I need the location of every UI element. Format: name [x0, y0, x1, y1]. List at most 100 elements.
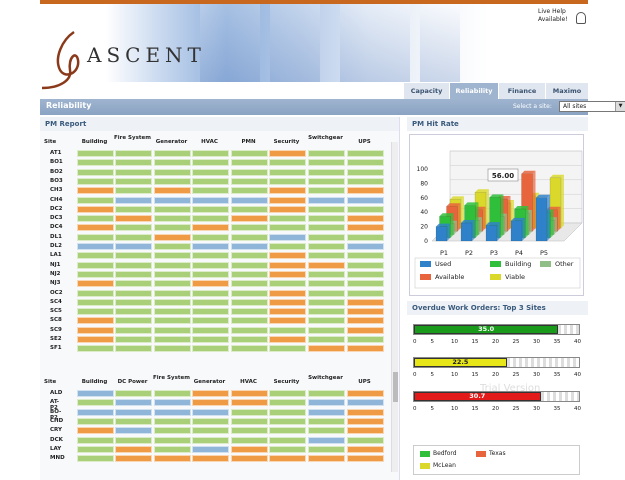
status-cell[interactable] — [347, 317, 384, 325]
status-cell[interactable] — [347, 261, 384, 269]
status-cell[interactable] — [308, 298, 345, 306]
status-cell[interactable] — [347, 408, 384, 416]
status-cell[interactable] — [231, 243, 268, 250]
status-cell[interactable] — [269, 159, 306, 167]
status-cell[interactable] — [154, 243, 191, 250]
status-cell[interactable] — [77, 159, 114, 167]
status-cell[interactable] — [269, 445, 306, 453]
status-cell[interactable] — [77, 289, 114, 297]
status-cell[interactable] — [77, 417, 114, 425]
status-cell[interactable] — [192, 233, 229, 241]
status-cell[interactable] — [192, 215, 229, 223]
status-cell[interactable] — [308, 455, 345, 463]
status-cell[interactable] — [308, 280, 345, 288]
status-cell[interactable] — [115, 224, 152, 232]
status-cell[interactable] — [115, 427, 152, 435]
status-cell[interactable] — [192, 205, 229, 213]
status-cell[interactable] — [269, 408, 306, 416]
status-cell[interactable] — [231, 177, 268, 185]
tab-finance[interactable]: Finance — [498, 83, 545, 99]
status-cell[interactable] — [231, 224, 268, 232]
status-cell[interactable] — [347, 233, 384, 241]
status-cell[interactable] — [77, 150, 114, 157]
status-cell[interactable] — [308, 436, 345, 444]
status-cell[interactable] — [269, 326, 306, 334]
status-cell[interactable] — [347, 289, 384, 297]
pm-report-scrollbar[interactable] — [391, 142, 398, 472]
status-cell[interactable] — [269, 270, 306, 278]
status-cell[interactable] — [231, 399, 268, 407]
status-cell[interactable] — [347, 215, 384, 223]
status-cell[interactable] — [115, 326, 152, 334]
status-cell[interactable] — [192, 417, 229, 425]
status-cell[interactable] — [77, 215, 114, 223]
status-cell[interactable] — [231, 445, 268, 453]
status-cell[interactable] — [77, 280, 114, 288]
status-cell[interactable] — [115, 261, 152, 269]
status-cell[interactable] — [115, 298, 152, 306]
status-cell[interactable] — [77, 427, 114, 435]
status-cell[interactable] — [347, 252, 384, 260]
status-cell[interactable] — [231, 159, 268, 167]
status-cell[interactable] — [77, 390, 114, 397]
status-cell[interactable] — [192, 270, 229, 278]
status-cell[interactable] — [115, 408, 152, 416]
status-cell[interactable] — [77, 252, 114, 260]
live-help-link[interactable]: Live Help Available! — [538, 8, 588, 24]
status-cell[interactable] — [347, 187, 384, 195]
status-cell[interactable] — [231, 289, 268, 297]
status-cell[interactable] — [347, 345, 384, 353]
status-cell[interactable] — [77, 326, 114, 334]
status-cell[interactable] — [115, 159, 152, 167]
status-cell[interactable] — [308, 233, 345, 241]
status-cell[interactable] — [269, 187, 306, 195]
status-cell[interactable] — [347, 390, 384, 397]
status-cell[interactable] — [192, 224, 229, 232]
status-cell[interactable] — [115, 417, 152, 425]
status-cell[interactable] — [269, 298, 306, 306]
status-cell[interactable] — [308, 317, 345, 325]
tab-maximo[interactable]: Maximo — [545, 83, 588, 99]
status-cell[interactable] — [154, 187, 191, 195]
status-cell[interactable] — [308, 168, 345, 176]
status-cell[interactable] — [308, 261, 345, 269]
status-cell[interactable] — [308, 159, 345, 167]
status-cell[interactable] — [77, 408, 114, 416]
status-cell[interactable] — [192, 168, 229, 176]
status-cell[interactable] — [308, 417, 345, 425]
status-cell[interactable] — [154, 436, 191, 444]
status-cell[interactable] — [308, 150, 345, 157]
status-cell[interactable] — [192, 298, 229, 306]
status-cell[interactable] — [347, 177, 384, 185]
status-cell[interactable] — [347, 205, 384, 213]
status-cell[interactable] — [77, 187, 114, 195]
status-cell[interactable] — [231, 270, 268, 278]
status-cell[interactable] — [308, 243, 345, 250]
status-cell[interactable] — [269, 427, 306, 435]
status-cell[interactable] — [231, 205, 268, 213]
status-cell[interactable] — [154, 345, 191, 353]
status-cell[interactable] — [154, 298, 191, 306]
status-cell[interactable] — [77, 445, 114, 453]
status-cell[interactable] — [115, 317, 152, 325]
status-cell[interactable] — [347, 150, 384, 157]
status-cell[interactable] — [154, 390, 191, 397]
status-cell[interactable] — [347, 308, 384, 316]
status-cell[interactable] — [192, 317, 229, 325]
status-cell[interactable] — [269, 417, 306, 425]
status-cell[interactable] — [192, 408, 229, 416]
status-cell[interactable] — [115, 270, 152, 278]
status-cell[interactable] — [231, 187, 268, 195]
status-cell[interactable] — [115, 205, 152, 213]
status-cell[interactable] — [308, 408, 345, 416]
status-cell[interactable] — [269, 196, 306, 204]
status-cell[interactable] — [231, 261, 268, 269]
status-cell[interactable] — [347, 196, 384, 204]
status-cell[interactable] — [192, 390, 229, 397]
status-cell[interactable] — [269, 215, 306, 223]
status-cell[interactable] — [154, 289, 191, 297]
status-cell[interactable] — [154, 455, 191, 463]
status-cell[interactable] — [154, 280, 191, 288]
status-cell[interactable] — [77, 298, 114, 306]
status-cell[interactable] — [347, 336, 384, 343]
